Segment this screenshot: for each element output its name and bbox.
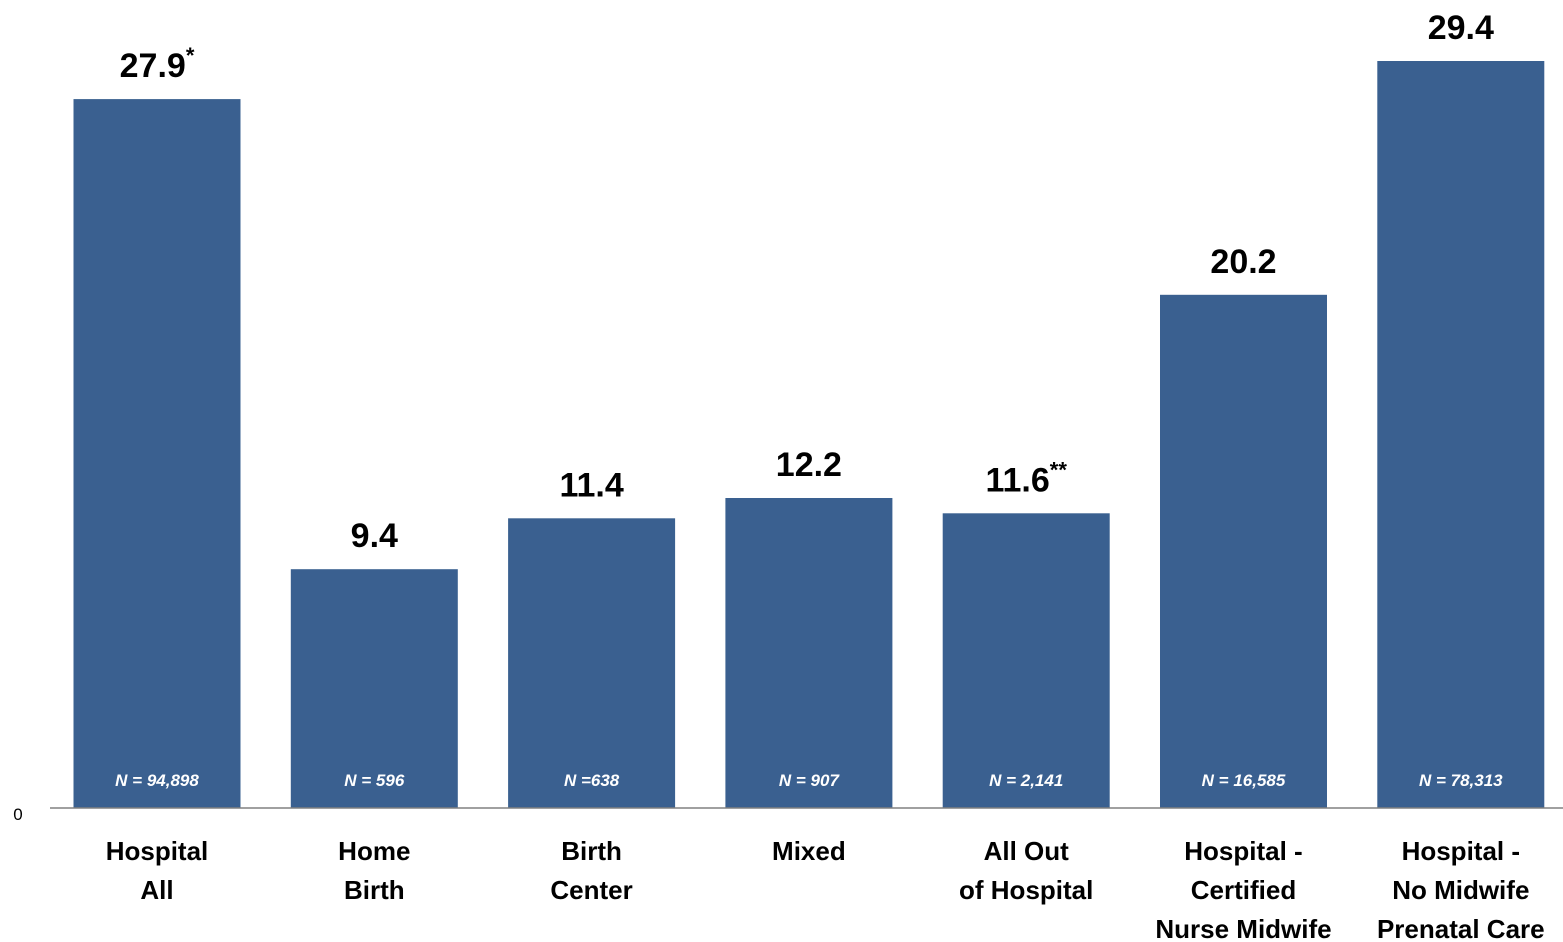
bar-5	[1160, 294, 1327, 808]
category-label-line: Birth	[344, 875, 405, 905]
category-label-line: Hospital -	[1184, 836, 1302, 866]
y-tick-label: 0	[13, 805, 22, 824]
value-label-6: 29.4	[1428, 9, 1494, 47]
n-label-0: N = 94,898	[115, 771, 199, 790]
n-label-4: N = 2,141	[989, 771, 1063, 790]
bar-4	[942, 513, 1110, 808]
bars-group	[73, 61, 1545, 809]
category-label-line: All Out	[984, 836, 1070, 866]
category-label-line: Prenatal Care	[1377, 914, 1545, 942]
category-label-2: Birth Center	[550, 836, 632, 905]
category-label-1: Home Birth	[338, 836, 410, 905]
value-label-3: 12.2	[776, 446, 842, 484]
category-label-line: Hospital	[106, 836, 209, 866]
value-label-1: 9.4	[351, 517, 398, 555]
value-label-footnote-4: **	[1050, 457, 1068, 482]
category-label-line: Mixed	[772, 836, 846, 866]
bar-6	[1377, 61, 1545, 808]
value-label-4: 11.6**	[985, 457, 1067, 499]
value-label-0: 27.9*	[120, 43, 195, 85]
bar-1	[290, 569, 458, 808]
n-label-2: N =638	[564, 771, 620, 790]
n-label-1: N = 596	[344, 771, 405, 790]
value-label-footnote-0: *	[186, 43, 195, 68]
category-label-4: All Out of Hospital	[959, 836, 1093, 905]
category-label-3: Mixed	[772, 836, 846, 866]
bar-3	[725, 498, 893, 808]
category-label-line: Center	[550, 875, 632, 905]
value-label-5: 20.2	[1210, 243, 1276, 281]
category-label-line: Home	[338, 836, 410, 866]
category-label-0: Hospital All	[106, 836, 209, 905]
category-label-line: Hospital -	[1402, 836, 1520, 866]
n-label-6: N = 78,313	[1419, 771, 1503, 790]
bar-0	[73, 99, 241, 809]
category-label-line: Certified	[1191, 875, 1296, 905]
labels-group: 27.9* N = 94,898 Hospital All 9.4 N = 596 Home…	[106, 9, 1545, 942]
category-label-5: Hospital - Certified Nurse Midwife	[1155, 836, 1331, 942]
category-label-line: Birth	[561, 836, 622, 866]
n-label-3: N = 907	[779, 771, 841, 790]
category-label-line: of Hospital	[959, 875, 1093, 905]
n-label-5: N = 16,585	[1202, 771, 1286, 790]
value-label-2: 11.4	[559, 466, 623, 504]
category-label-line: All	[140, 875, 173, 905]
category-label-line: No Midwife	[1392, 875, 1529, 905]
category-label-line: Nurse Midwife	[1155, 914, 1331, 942]
bar-2	[508, 518, 676, 808]
category-label-6: Hospital - No Midwife Prenatal Care	[1377, 836, 1545, 942]
